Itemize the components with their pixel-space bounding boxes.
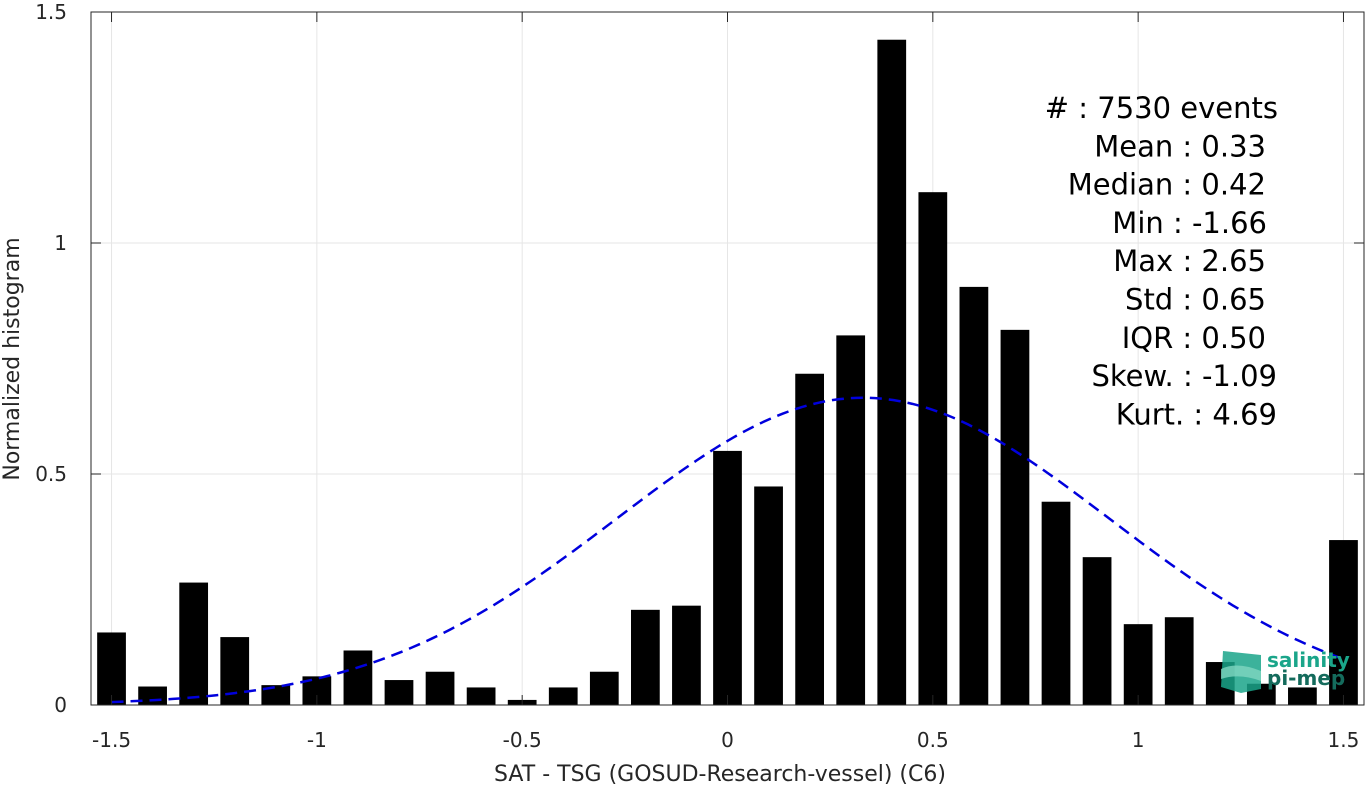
- histogram-bar: [918, 192, 948, 705]
- histogram-bar: [672, 605, 701, 705]
- histogram-bar: [466, 687, 496, 705]
- histogram-bar: [589, 671, 619, 705]
- histogram-bar: [1329, 540, 1358, 705]
- x-tick-label: 0.5: [917, 728, 949, 752]
- histogram-bar: [1164, 617, 1194, 705]
- histogram-bar: [343, 650, 373, 705]
- stat-line: Skew. : -1.09: [1091, 359, 1277, 393]
- histogram-bar: [425, 671, 455, 705]
- stat-line: Std : 0.65: [1125, 283, 1266, 317]
- histogram-bar: [384, 680, 414, 705]
- y-tick-label: 1: [54, 231, 67, 255]
- normal-fit-curve: [111, 396, 1344, 704]
- x-tick-label: 1.5: [1328, 728, 1360, 752]
- x-tick-labels: -1.5 -1 -0.5 0 0.5 1 1.5: [92, 728, 1359, 752]
- y-tick-label: 0.5: [35, 462, 67, 486]
- histogram-bar: [1041, 501, 1071, 705]
- histogram-bar: [179, 582, 209, 705]
- logo-line1: salinity: [1267, 648, 1350, 672]
- histogram-bar: [713, 450, 742, 705]
- histogram-bar: [1288, 687, 1317, 705]
- histogram-bar: [97, 632, 126, 705]
- histogram-bar: [795, 373, 825, 705]
- histogram-bar: [630, 609, 660, 705]
- statistics-box: # : 7530 events Mean : 0.33 Median : 0.42 M…: [1045, 91, 1278, 431]
- y-tick-label: 0: [54, 693, 67, 717]
- x-tick-label: -1.5: [92, 728, 131, 752]
- y-axis-title: Normalized histogram: [0, 237, 25, 480]
- stat-line: Min : -1.66: [1112, 206, 1267, 240]
- histogram-bar: [877, 39, 907, 706]
- x-tick-label: 1: [1132, 728, 1145, 752]
- y-tick-labels: 0 0.5 1 1.5: [35, 0, 67, 717]
- stat-line: Kurt. : 4.69: [1116, 397, 1277, 431]
- histogram-bar: [1000, 329, 1030, 705]
- axis-ticks: [91, 11, 1364, 706]
- stat-line: Median : 0.42: [1068, 168, 1266, 202]
- histogram-bar: [1082, 557, 1112, 705]
- histogram-bar: [754, 486, 783, 705]
- histogram-bar: [836, 335, 866, 705]
- x-axis-title: SAT - TSG (GOSUD-Research-vessel) (C6): [494, 762, 946, 785]
- y-tick-label: 1.5: [35, 0, 67, 24]
- stat-line: Max : 2.65: [1113, 244, 1266, 278]
- x-tick-label: -1: [307, 728, 327, 752]
- histogram-bar: [959, 286, 989, 705]
- salinity-pi-mep-logo: salinity pi-mep: [1221, 648, 1350, 693]
- histogram-bars: [97, 39, 1358, 706]
- stat-line: # : 7530 events: [1045, 91, 1278, 125]
- stat-line: Mean : 0.33: [1094, 129, 1266, 163]
- histogram-bar: [261, 685, 291, 705]
- x-tick-label: -0.5: [503, 728, 542, 752]
- histogram-bar: [220, 637, 250, 705]
- x-tick-label: 0: [721, 728, 734, 752]
- histogram-bar: [548, 687, 578, 705]
- logo-line2: pi-mep: [1267, 666, 1345, 690]
- histogram-bar: [1123, 624, 1153, 705]
- histogram-bar: [138, 686, 167, 705]
- stat-line: IQR : 0.50: [1122, 321, 1266, 355]
